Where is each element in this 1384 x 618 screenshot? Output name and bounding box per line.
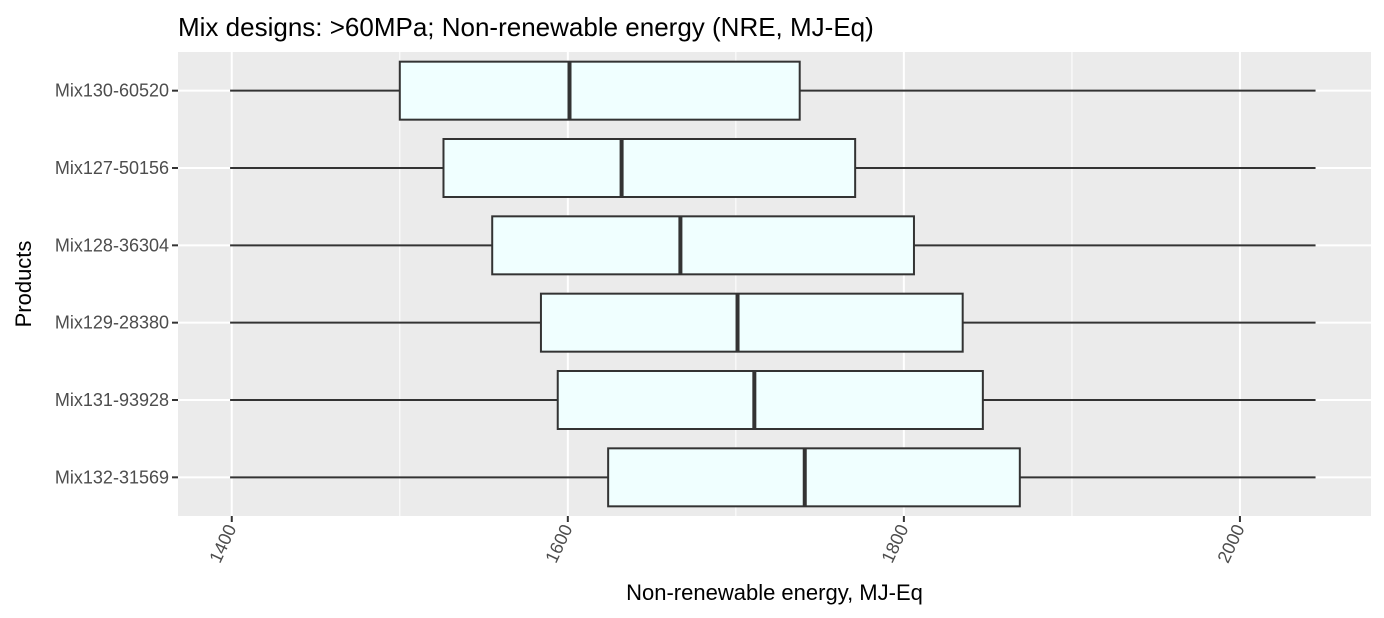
x-tick-label: 1600	[541, 521, 576, 566]
chart-title: Mix designs: >60MPa; Non-renewable energ…	[178, 12, 874, 42]
y-tick-label: Mix131-93928	[55, 390, 169, 410]
grid-minor	[399, 52, 1073, 516]
y-axis-title: Products	[11, 241, 36, 328]
x-tick-label: 1800	[877, 521, 912, 566]
y-tick-label: Mix129-28380	[55, 313, 169, 333]
plot-panel	[178, 52, 1371, 516]
box-group	[230, 60, 1316, 121]
box-group	[230, 215, 1316, 276]
box	[556, 370, 984, 430]
box	[398, 60, 801, 121]
y-axis-ticks: Mix130-60520 Mix127-50156 Mix128-36304 Mix1…	[55, 81, 178, 487]
x-tick-label: 1400	[205, 521, 240, 566]
y-tick-label: Mix127-50156	[55, 158, 169, 178]
box-group	[230, 138, 1316, 198]
box-group	[230, 447, 1316, 508]
box	[442, 138, 857, 198]
box	[491, 215, 915, 276]
x-axis-title: Non-renewable energy, MJ-Eq	[626, 580, 923, 605]
x-axis-ticks: 1400 1600 1800 2000	[205, 516, 1249, 566]
box-group	[230, 370, 1316, 430]
y-tick-label: Mix132-31569	[55, 467, 169, 487]
y-tick-label: Mix128-36304	[55, 235, 169, 255]
box-group	[230, 292, 1316, 353]
box	[607, 447, 1021, 508]
y-tick-label: Mix130-60520	[55, 81, 169, 101]
x-tick-label: 2000	[1214, 521, 1249, 566]
boxes	[230, 60, 1316, 508]
box	[539, 292, 964, 353]
